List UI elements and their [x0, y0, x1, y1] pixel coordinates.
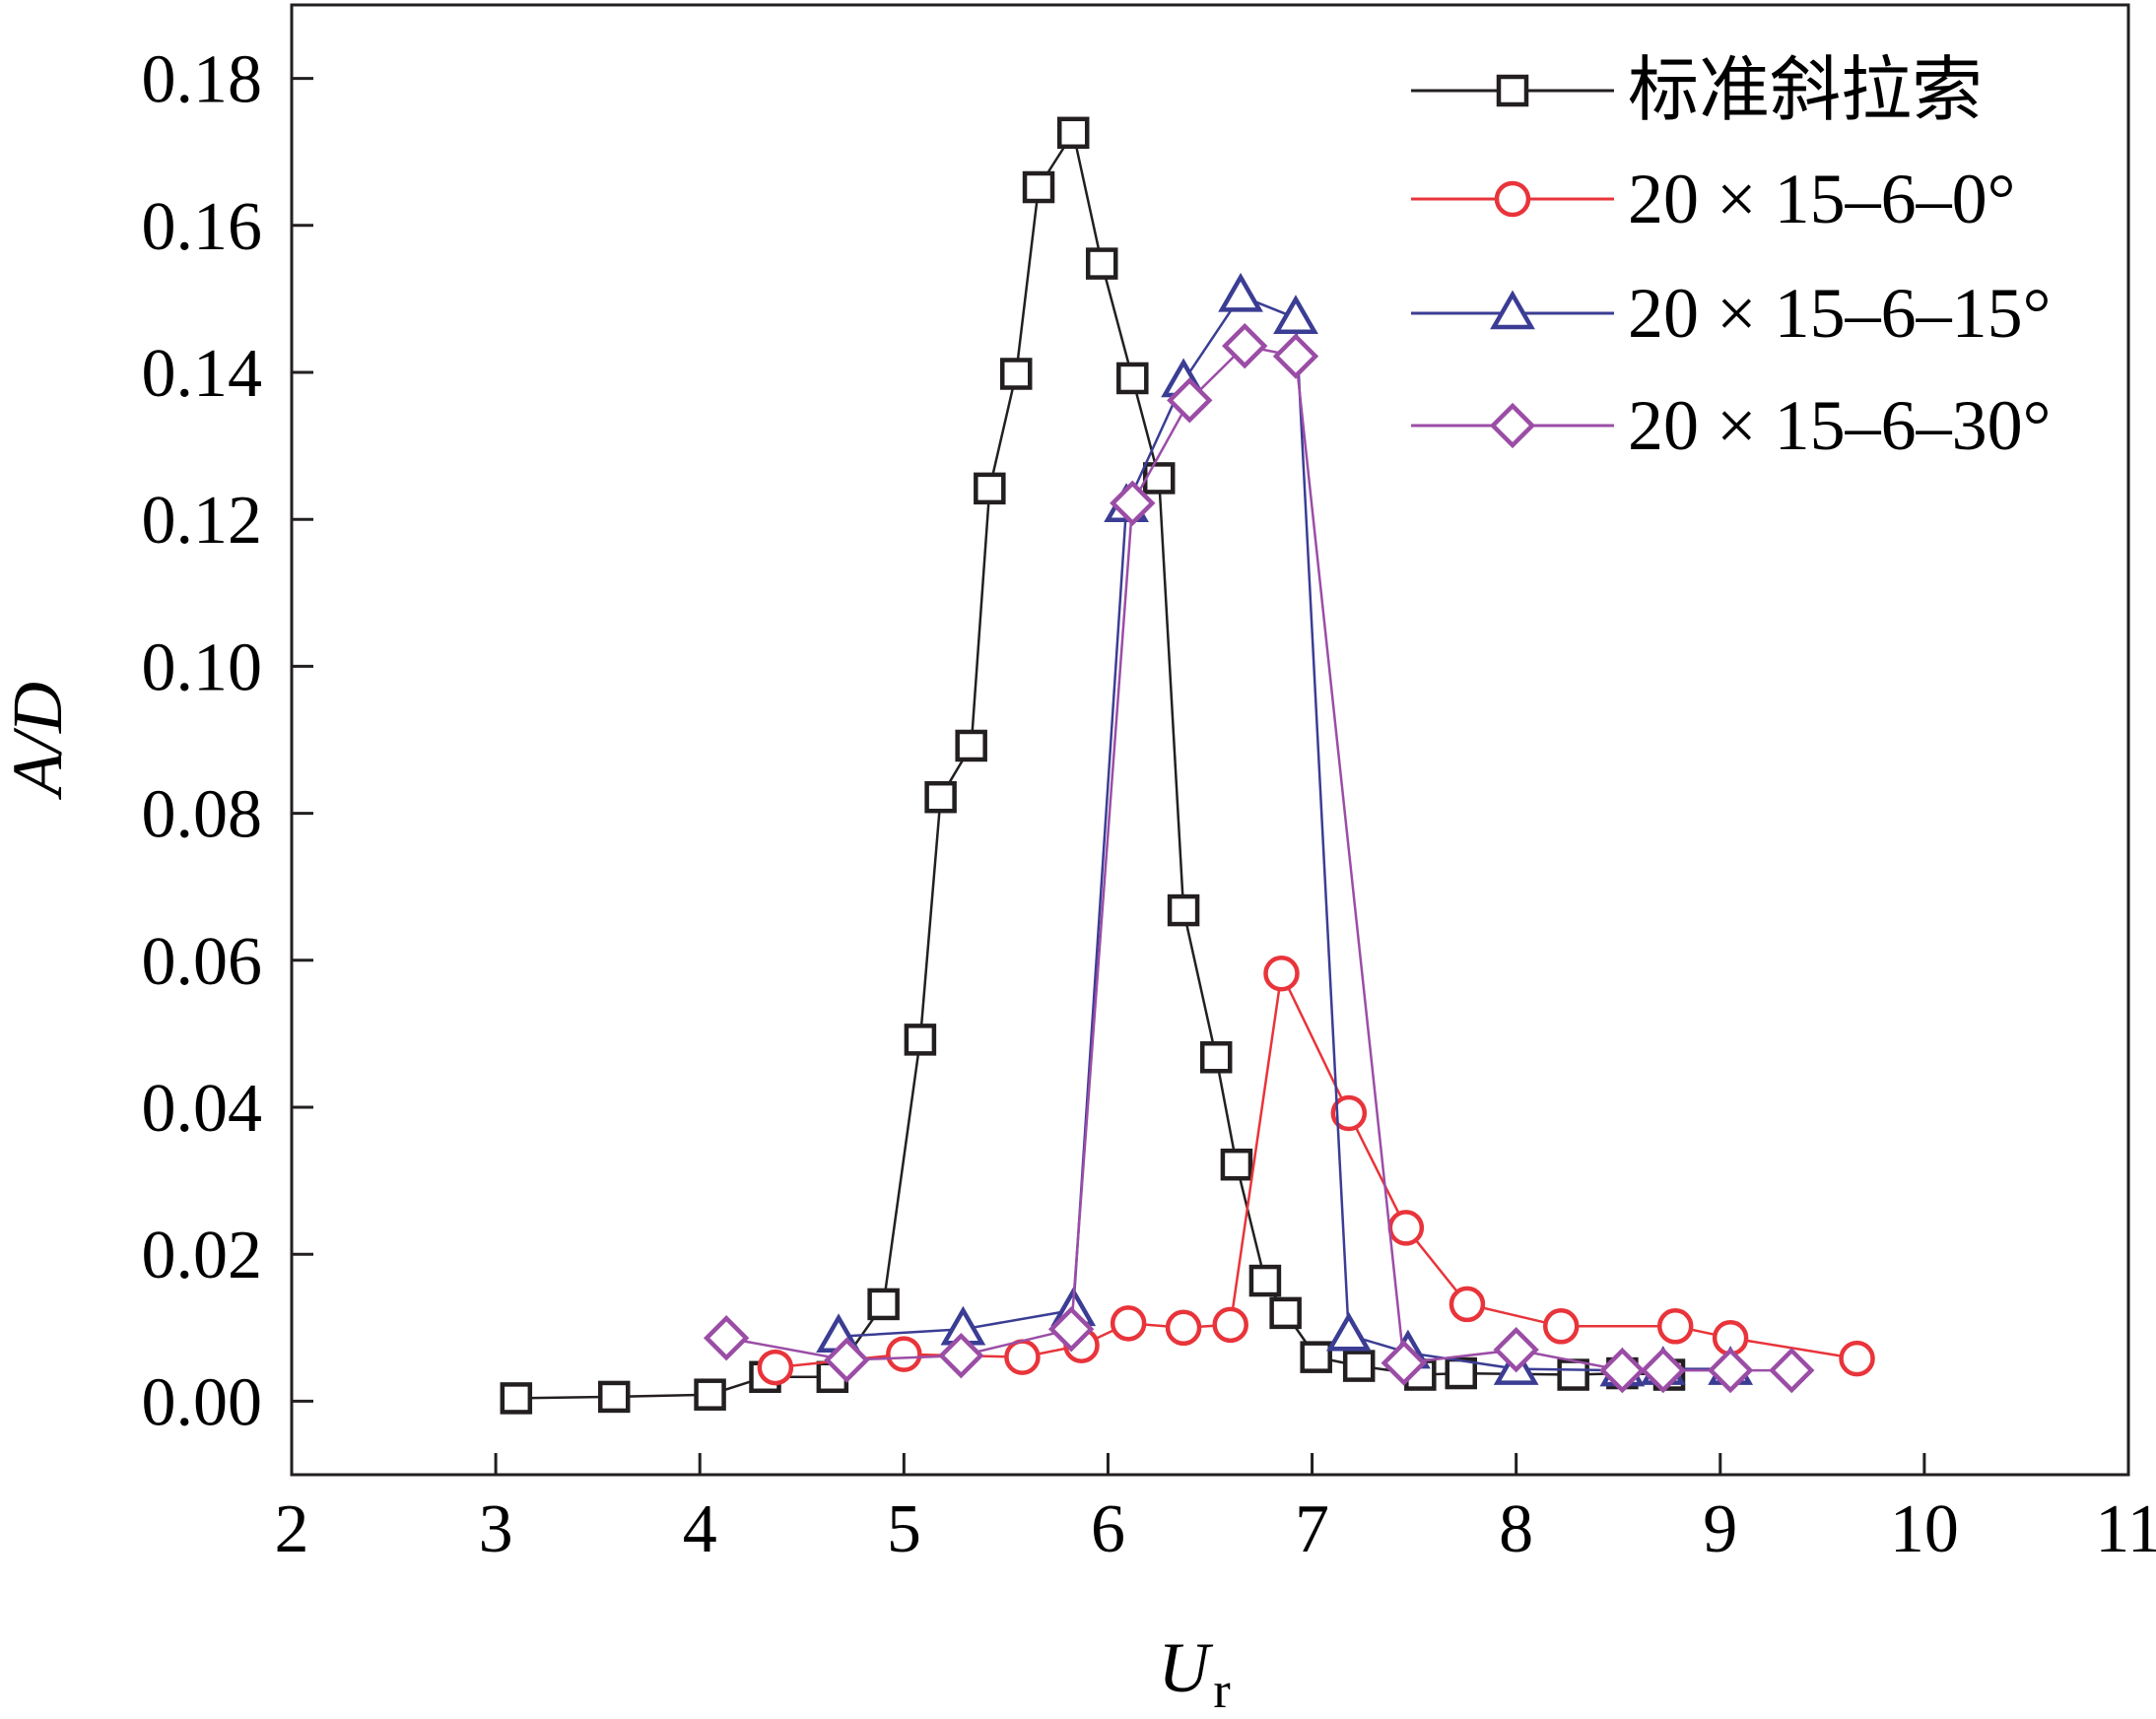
- data-point: [1707, 1347, 1754, 1394]
- data-point: [904, 1024, 937, 1056]
- data-point: [1165, 1309, 1202, 1347]
- x-tick-label: 6: [1091, 1491, 1125, 1567]
- data-point: [955, 729, 987, 762]
- data-point: [1199, 1041, 1233, 1074]
- data-point: [1769, 1347, 1815, 1394]
- y-tick-label: 0.18: [142, 42, 263, 118]
- data-point: [500, 1382, 533, 1415]
- legend-item: 20 × 15–6–30°: [1411, 386, 2051, 465]
- y-tick-label: 0.02: [142, 1218, 263, 1293]
- data-point: [1110, 1305, 1147, 1342]
- data-point: [1542, 1308, 1580, 1345]
- data-point: [1330, 1094, 1368, 1132]
- data-point: [867, 1288, 900, 1321]
- data-point: [1142, 462, 1176, 495]
- y-tick-label: 0.16: [142, 189, 263, 265]
- legend-marker: [1490, 290, 1535, 330]
- y-tick-label: 0.14: [142, 336, 263, 412]
- legend-item: 标准斜拉索: [1411, 51, 1983, 130]
- data-point: [1325, 1311, 1372, 1352]
- data-point: [1640, 1347, 1686, 1394]
- y-tick-label: 0.06: [142, 924, 263, 1000]
- x-axis: 2 3 4 5 6 7 8 9 10 11: [275, 1453, 2156, 1567]
- legend-label: 20 × 15–6–30°: [1628, 386, 2051, 465]
- data-point: [1167, 893, 1200, 927]
- legend-item: 20 × 15–6–15°: [1411, 274, 2051, 353]
- data-point: [1263, 955, 1300, 992]
- series-line: [775, 968, 1857, 1369]
- series-line: [839, 294, 1731, 1372]
- x-tick-label: 7: [1295, 1491, 1329, 1567]
- data-point: [1220, 1148, 1253, 1181]
- data-point: [1004, 1339, 1041, 1375]
- x-tick-label: 5: [887, 1491, 921, 1567]
- y-tick-label: 0.12: [142, 483, 263, 559]
- data-point: [1212, 1306, 1248, 1344]
- data-point: [1218, 272, 1263, 312]
- data-point: [824, 1337, 870, 1383]
- data-point: [1269, 1296, 1302, 1330]
- data-point: [1493, 1326, 1539, 1373]
- legend: 标准斜拉索 20 × 15–6–0° 20 × 15–6–15° 20 × 15–6–…: [1411, 51, 2051, 465]
- data-point: [1449, 1286, 1486, 1323]
- x-tick-label: 4: [683, 1491, 717, 1567]
- data-point: [974, 472, 1006, 505]
- data-point: [924, 780, 957, 814]
- legend-marker: [1489, 402, 1536, 449]
- data-point: [1445, 1356, 1477, 1390]
- legend-label: 20 × 15–6–0°: [1628, 160, 2015, 238]
- data-point: [1656, 1308, 1694, 1345]
- y-axis: 0.00 0.02 0.04 0.06 0.08 0.10 0.12 0.14 0.16 0.18: [142, 42, 313, 1440]
- data-point: [999, 358, 1033, 390]
- data-point: [1022, 170, 1055, 204]
- data-point: [938, 1332, 984, 1379]
- y-tick-label: 0.04: [142, 1071, 263, 1147]
- data-point: [1599, 1347, 1646, 1394]
- series-triangle: [816, 272, 1754, 1387]
- series-line: [725, 344, 1792, 1372]
- data-point: [1300, 1341, 1332, 1373]
- data-point: [1272, 333, 1319, 379]
- data-point: [1557, 1358, 1589, 1391]
- data-point: [1222, 322, 1268, 369]
- data-point: [1387, 1210, 1425, 1246]
- data-point: [597, 1380, 631, 1414]
- legend-label: 标准斜拉索: [1628, 51, 1983, 130]
- x-tick-label: 8: [1499, 1491, 1533, 1567]
- y-tick-label: 0.00: [142, 1364, 263, 1440]
- series-circle: [757, 955, 1875, 1386]
- data-point: [757, 1349, 794, 1386]
- x-tick-label: 3: [479, 1491, 513, 1567]
- series-diamond: [703, 322, 1815, 1394]
- data-point: [1342, 1350, 1376, 1382]
- data-point: [1056, 116, 1090, 150]
- legend-marker: [1496, 74, 1529, 107]
- plot-frame: [290, 3, 2130, 1477]
- data-point: [1085, 247, 1118, 280]
- data-point: [703, 1315, 750, 1361]
- y-tick-label: 0.10: [142, 629, 263, 705]
- data-point: [1047, 1306, 1095, 1353]
- data-point: [1167, 377, 1213, 424]
- data-point: [1248, 1264, 1282, 1297]
- legend-label: 20 × 15–6–15°: [1628, 274, 2051, 353]
- data-point: [1273, 295, 1318, 335]
- y-axis-title: A/D: [0, 682, 77, 800]
- data-point: [694, 1378, 726, 1411]
- x-tick-label: 11: [2095, 1491, 2156, 1567]
- data-point: [1116, 362, 1149, 395]
- data-point: [1110, 480, 1156, 526]
- data-point: [1839, 1340, 1875, 1377]
- y-tick-label: 0.08: [142, 777, 263, 853]
- x-tick-label: 10: [1890, 1491, 1959, 1567]
- plot-series: [500, 116, 1875, 1415]
- legend-marker: [1494, 180, 1531, 218]
- x-tick-label: 9: [1703, 1491, 1737, 1567]
- data-point: [886, 1336, 922, 1372]
- x-axis-title: Ur: [1158, 1628, 1230, 1719]
- legend-item: 20 × 15–6–0°: [1411, 160, 2015, 238]
- x-tick-label: 2: [275, 1491, 309, 1567]
- data-point: [1381, 1340, 1427, 1386]
